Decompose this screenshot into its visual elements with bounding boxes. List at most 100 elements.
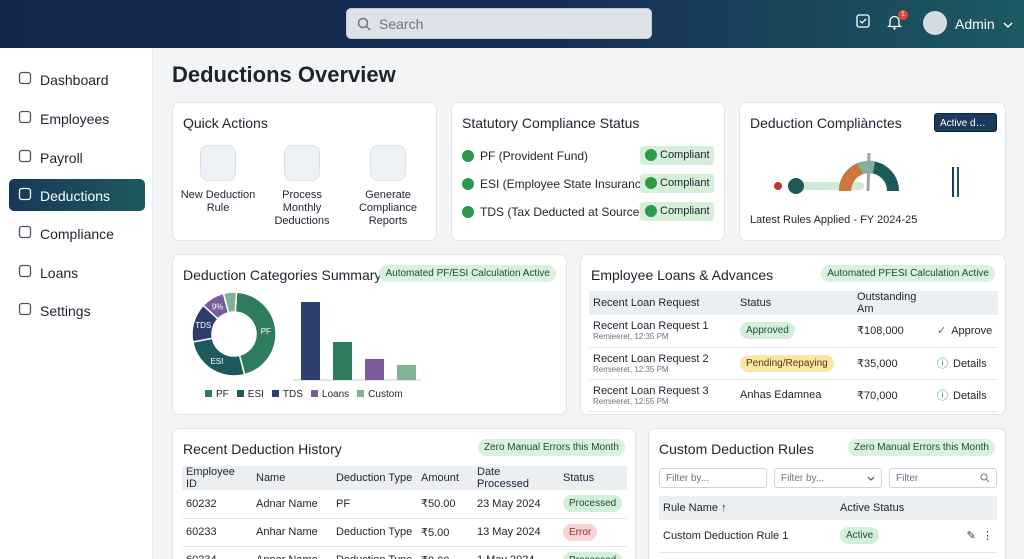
check-icon bbox=[645, 149, 657, 161]
column-header bbox=[933, 291, 998, 315]
donut-segment bbox=[222, 291, 238, 314]
legend: PF ESI TDS Loans Custom bbox=[205, 389, 403, 400]
chevron bbox=[867, 476, 875, 481]
nav-item[interactable]: Employees bbox=[9, 102, 145, 134]
check-icon bbox=[462, 206, 474, 218]
row-actions[interactable]: ✎ ⋮ bbox=[947, 520, 997, 553]
column-header: Date Processed bbox=[473, 466, 559, 490]
row-action[interactable]: ⓘ Details bbox=[937, 358, 987, 370]
cell: ₹35,000 bbox=[853, 347, 933, 380]
column-header bbox=[947, 496, 997, 520]
legend-label: TDS bbox=[282, 389, 303, 400]
bell-icon[interactable] bbox=[887, 14, 902, 30]
footer-note: Latest Rules Applied - FY 2024-25 bbox=[750, 214, 918, 226]
action-icon bbox=[284, 145, 320, 181]
compliance-gauge bbox=[774, 152, 959, 197]
legend-item: Custom bbox=[357, 389, 403, 400]
cell: Processed bbox=[559, 490, 627, 519]
nav-label: Deductions bbox=[40, 188, 111, 204]
avatar[interactable] bbox=[923, 11, 947, 35]
legend-item: Loans bbox=[310, 389, 349, 400]
filter-select[interactable]: Filter by... bbox=[774, 468, 882, 488]
status-tag: Error bbox=[563, 523, 598, 541]
cell: Anhas Edamnea bbox=[736, 379, 853, 412]
action-label: Generate Compliance Reports bbox=[358, 189, 418, 227]
loan-time: Remieeret, 12:35 PM bbox=[593, 364, 669, 374]
nav-item[interactable]: Payroll bbox=[9, 141, 145, 173]
action-icon: ⓘ bbox=[937, 390, 948, 402]
legend-swatch bbox=[236, 390, 244, 397]
status-tag: Pending/Repaying bbox=[740, 354, 834, 372]
filter-input[interactable]: Filter by... bbox=[659, 468, 767, 488]
nav-item[interactable]: Compliance bbox=[9, 217, 145, 249]
nav-item[interactable]: Loans bbox=[9, 256, 145, 288]
categories-card: Deduction Categories Summary Automated P… bbox=[172, 254, 567, 415]
cell-text: Adnar Name bbox=[256, 497, 318, 510]
compliance-card: Deduction Compliànctes Active d… Latest … bbox=[739, 102, 1006, 241]
history-card: Recent Deduction History Zero Manual Err… bbox=[172, 428, 636, 559]
dropdown[interactable]: Active d… bbox=[934, 113, 997, 132]
column-header: Status bbox=[736, 291, 853, 315]
badge: Zero Manual Errors this Month bbox=[847, 439, 995, 456]
cell: ₹5.00 bbox=[417, 518, 473, 547]
cell: Recent Loan Request 1 Remieeret, 12:35 PM bbox=[589, 315, 736, 348]
donut-label: 9% bbox=[212, 303, 224, 312]
cell: ₹108,000 bbox=[853, 315, 933, 348]
legend-swatch bbox=[310, 390, 318, 397]
row-action[interactable]: ✓ Approve bbox=[937, 325, 992, 337]
compliance-item: PF (Provident Fund) bbox=[462, 149, 588, 163]
quick-action[interactable]: Generate Compliance Reports bbox=[348, 145, 428, 228]
action-icon bbox=[370, 145, 406, 181]
quick-action[interactable]: New Deduction Rule bbox=[178, 145, 258, 215]
action-icon: ⓘ bbox=[937, 358, 948, 370]
quick-action[interactable]: Process Monthly Deductions bbox=[262, 145, 342, 228]
legend-label: ESI bbox=[247, 389, 264, 400]
row-actions[interactable]: ✎ ⋮ bbox=[947, 552, 997, 559]
search-placeholder: Search bbox=[379, 16, 424, 32]
loans-table: Recent Loan Request Status Outstanding A… bbox=[589, 291, 998, 412]
cell-text: 60234 bbox=[186, 554, 217, 559]
user-menu[interactable]: Admin bbox=[955, 16, 1013, 32]
topbar: Search 1 Admin bbox=[0, 0, 1024, 48]
status-pill: Compliant bbox=[640, 202, 714, 221]
action-label: Process Monthly Deductions bbox=[274, 189, 330, 227]
legend-swatch bbox=[205, 390, 212, 397]
cell-text: 23 May 2024 bbox=[477, 497, 541, 510]
row-action[interactable]: ⓘ Details bbox=[937, 390, 987, 402]
legend-item: ESI bbox=[236, 389, 264, 400]
cell: Active bbox=[836, 552, 947, 559]
bar bbox=[333, 342, 352, 380]
search[interactable]: Search bbox=[346, 8, 652, 39]
filter-search[interactable]: Filter bbox=[889, 468, 997, 488]
loan-row: Recent Loan Request 1 Remieeret, 12:35 PM… bbox=[589, 315, 998, 348]
search-icon bbox=[357, 17, 371, 31]
nav-item[interactable]: Dashboard bbox=[9, 63, 145, 95]
custom-rules-card: Custom Deduction Rules Zero Manual Error… bbox=[648, 428, 1006, 559]
cell: Recent Loan Request 2 Remieeret, 12:35 PM bbox=[589, 347, 736, 380]
cell: ⓘ Details bbox=[933, 347, 998, 380]
cell: 60232 bbox=[182, 490, 252, 519]
quick-actions-card: Quick Actions New Deduction Rule Process… bbox=[172, 102, 437, 241]
nav-item[interactable]: Deductions bbox=[9, 179, 145, 211]
cell: Anpar Name bbox=[252, 546, 332, 559]
statutory-card: Statutory Compliance Status PF (Providen… bbox=[451, 102, 725, 241]
cell-text: Anhar Name bbox=[256, 526, 318, 538]
nav-item[interactable]: Settings bbox=[9, 294, 145, 326]
donut-label: ESI bbox=[210, 357, 223, 366]
header-row: Employee ID Name Deduction Type Amount Date … bbox=[182, 466, 627, 490]
action-label: Approve bbox=[951, 325, 993, 338]
legend-item: TDS bbox=[271, 389, 303, 400]
legend-swatch bbox=[357, 390, 365, 397]
badge: Zero Manual Errors this Month bbox=[477, 439, 625, 456]
card-title: Deduction Categories Summary bbox=[183, 267, 382, 283]
rule-row: Custom Deduction Rule 2Active✎ ⋮ bbox=[659, 552, 997, 559]
tasks-icon[interactable] bbox=[856, 14, 870, 28]
amount: ₹35,000 bbox=[857, 357, 898, 370]
card-title: Statutory Compliance Status bbox=[462, 115, 640, 131]
cell: 60234 bbox=[182, 546, 252, 559]
status-label: Compliant bbox=[660, 177, 710, 189]
search-icon bbox=[980, 473, 990, 483]
status-pill: Compliant bbox=[640, 174, 714, 193]
column-header: Rule Name ↑ bbox=[659, 496, 836, 520]
